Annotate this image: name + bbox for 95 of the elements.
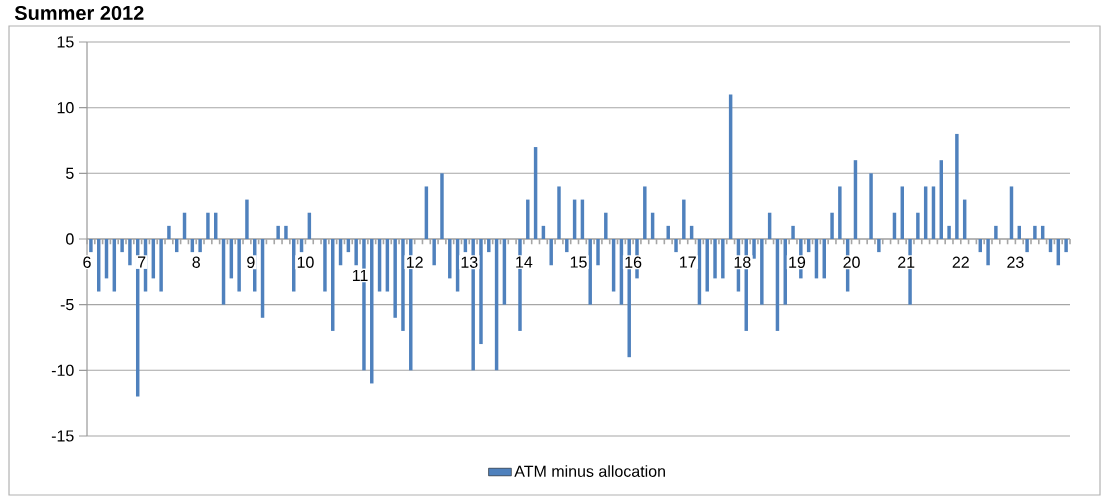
x-tick-label: 13 [461,256,478,268]
bar [682,199,686,239]
bar [1056,238,1061,266]
bar [994,225,998,239]
bar [221,238,226,305]
chart-title: Summer 2012 [14,5,144,21]
bar [721,238,725,279]
bar [440,173,444,239]
bar [377,238,382,292]
y-tick-label: 15 [57,36,74,48]
bar [674,238,678,253]
bar [643,186,647,239]
bar [96,238,101,292]
bar [697,238,702,305]
bar [955,133,959,239]
bar [557,186,561,239]
bar [89,238,93,253]
bar [947,225,951,239]
x-tick-label: 11 [352,269,368,281]
bar [167,225,171,239]
bar [159,238,163,292]
bar [713,238,717,279]
bar [666,225,670,239]
bar [705,238,709,292]
bar [588,238,592,305]
x-tick-label: 18 [734,256,751,268]
bar [455,238,460,292]
bar [502,238,507,305]
bar [549,238,553,266]
x-tick-label: 21 [898,256,915,268]
x-tick-label: 23 [1007,256,1024,268]
bar [791,225,795,239]
y-tick-label: -10 [51,364,74,376]
bar [245,199,249,239]
bar [752,238,756,259]
bar [1064,238,1068,253]
bar [596,238,600,266]
x-tick-label: 16 [625,256,642,268]
bar [385,238,390,292]
x-tick-label: 19 [789,256,806,268]
bar [128,238,132,266]
bar [448,238,452,279]
bar [869,173,873,239]
bar [206,212,210,239]
bar [775,238,780,331]
bar [354,238,358,266]
bar [198,238,202,253]
x-tick-label: 6 [83,256,91,268]
bar [604,212,608,239]
x-tick-label: 14 [516,256,533,268]
bar [783,238,787,305]
x-tick-label: 20 [843,256,860,268]
bar [323,238,327,292]
y-tick-label: 10 [57,102,74,114]
bar [830,212,834,239]
bar [916,212,920,239]
bar [292,238,296,292]
bar [526,199,530,239]
bar [611,238,616,292]
bar [494,238,499,371]
bar [838,186,842,239]
x-tick-label: 10 [297,256,314,268]
x-tick-label: 15 [570,256,587,268]
bar [565,238,569,253]
bar [112,238,117,292]
bar [479,238,483,345]
bar [338,238,343,266]
bar [619,238,624,305]
x-tick-label: 7 [137,256,146,268]
bar [284,225,288,239]
bar [393,238,397,318]
bar [760,238,764,305]
bar [237,238,241,292]
bar [276,225,280,239]
bar [487,238,491,253]
bar [370,238,374,384]
bar [432,238,436,266]
y-tick-label: 5 [66,167,74,179]
x-tick-label: 8 [192,256,200,268]
x-tick-label: 22 [952,256,969,268]
x-tick-label: 17 [680,256,696,268]
bar [120,238,124,253]
legend-label: ATM minus allocation [514,465,665,477]
bar [401,238,405,331]
bar [877,238,881,253]
y-tick-label: 0 [66,233,74,245]
bar [986,238,990,266]
x-tick-label: 9 [247,256,255,268]
x-tick-label: 12 [406,256,423,268]
bar [331,238,335,331]
bar [260,238,265,318]
y-tick-label: -15 [51,430,74,442]
y-tick-label: -5 [60,299,74,311]
bar [1033,225,1037,239]
bar [1025,238,1029,253]
